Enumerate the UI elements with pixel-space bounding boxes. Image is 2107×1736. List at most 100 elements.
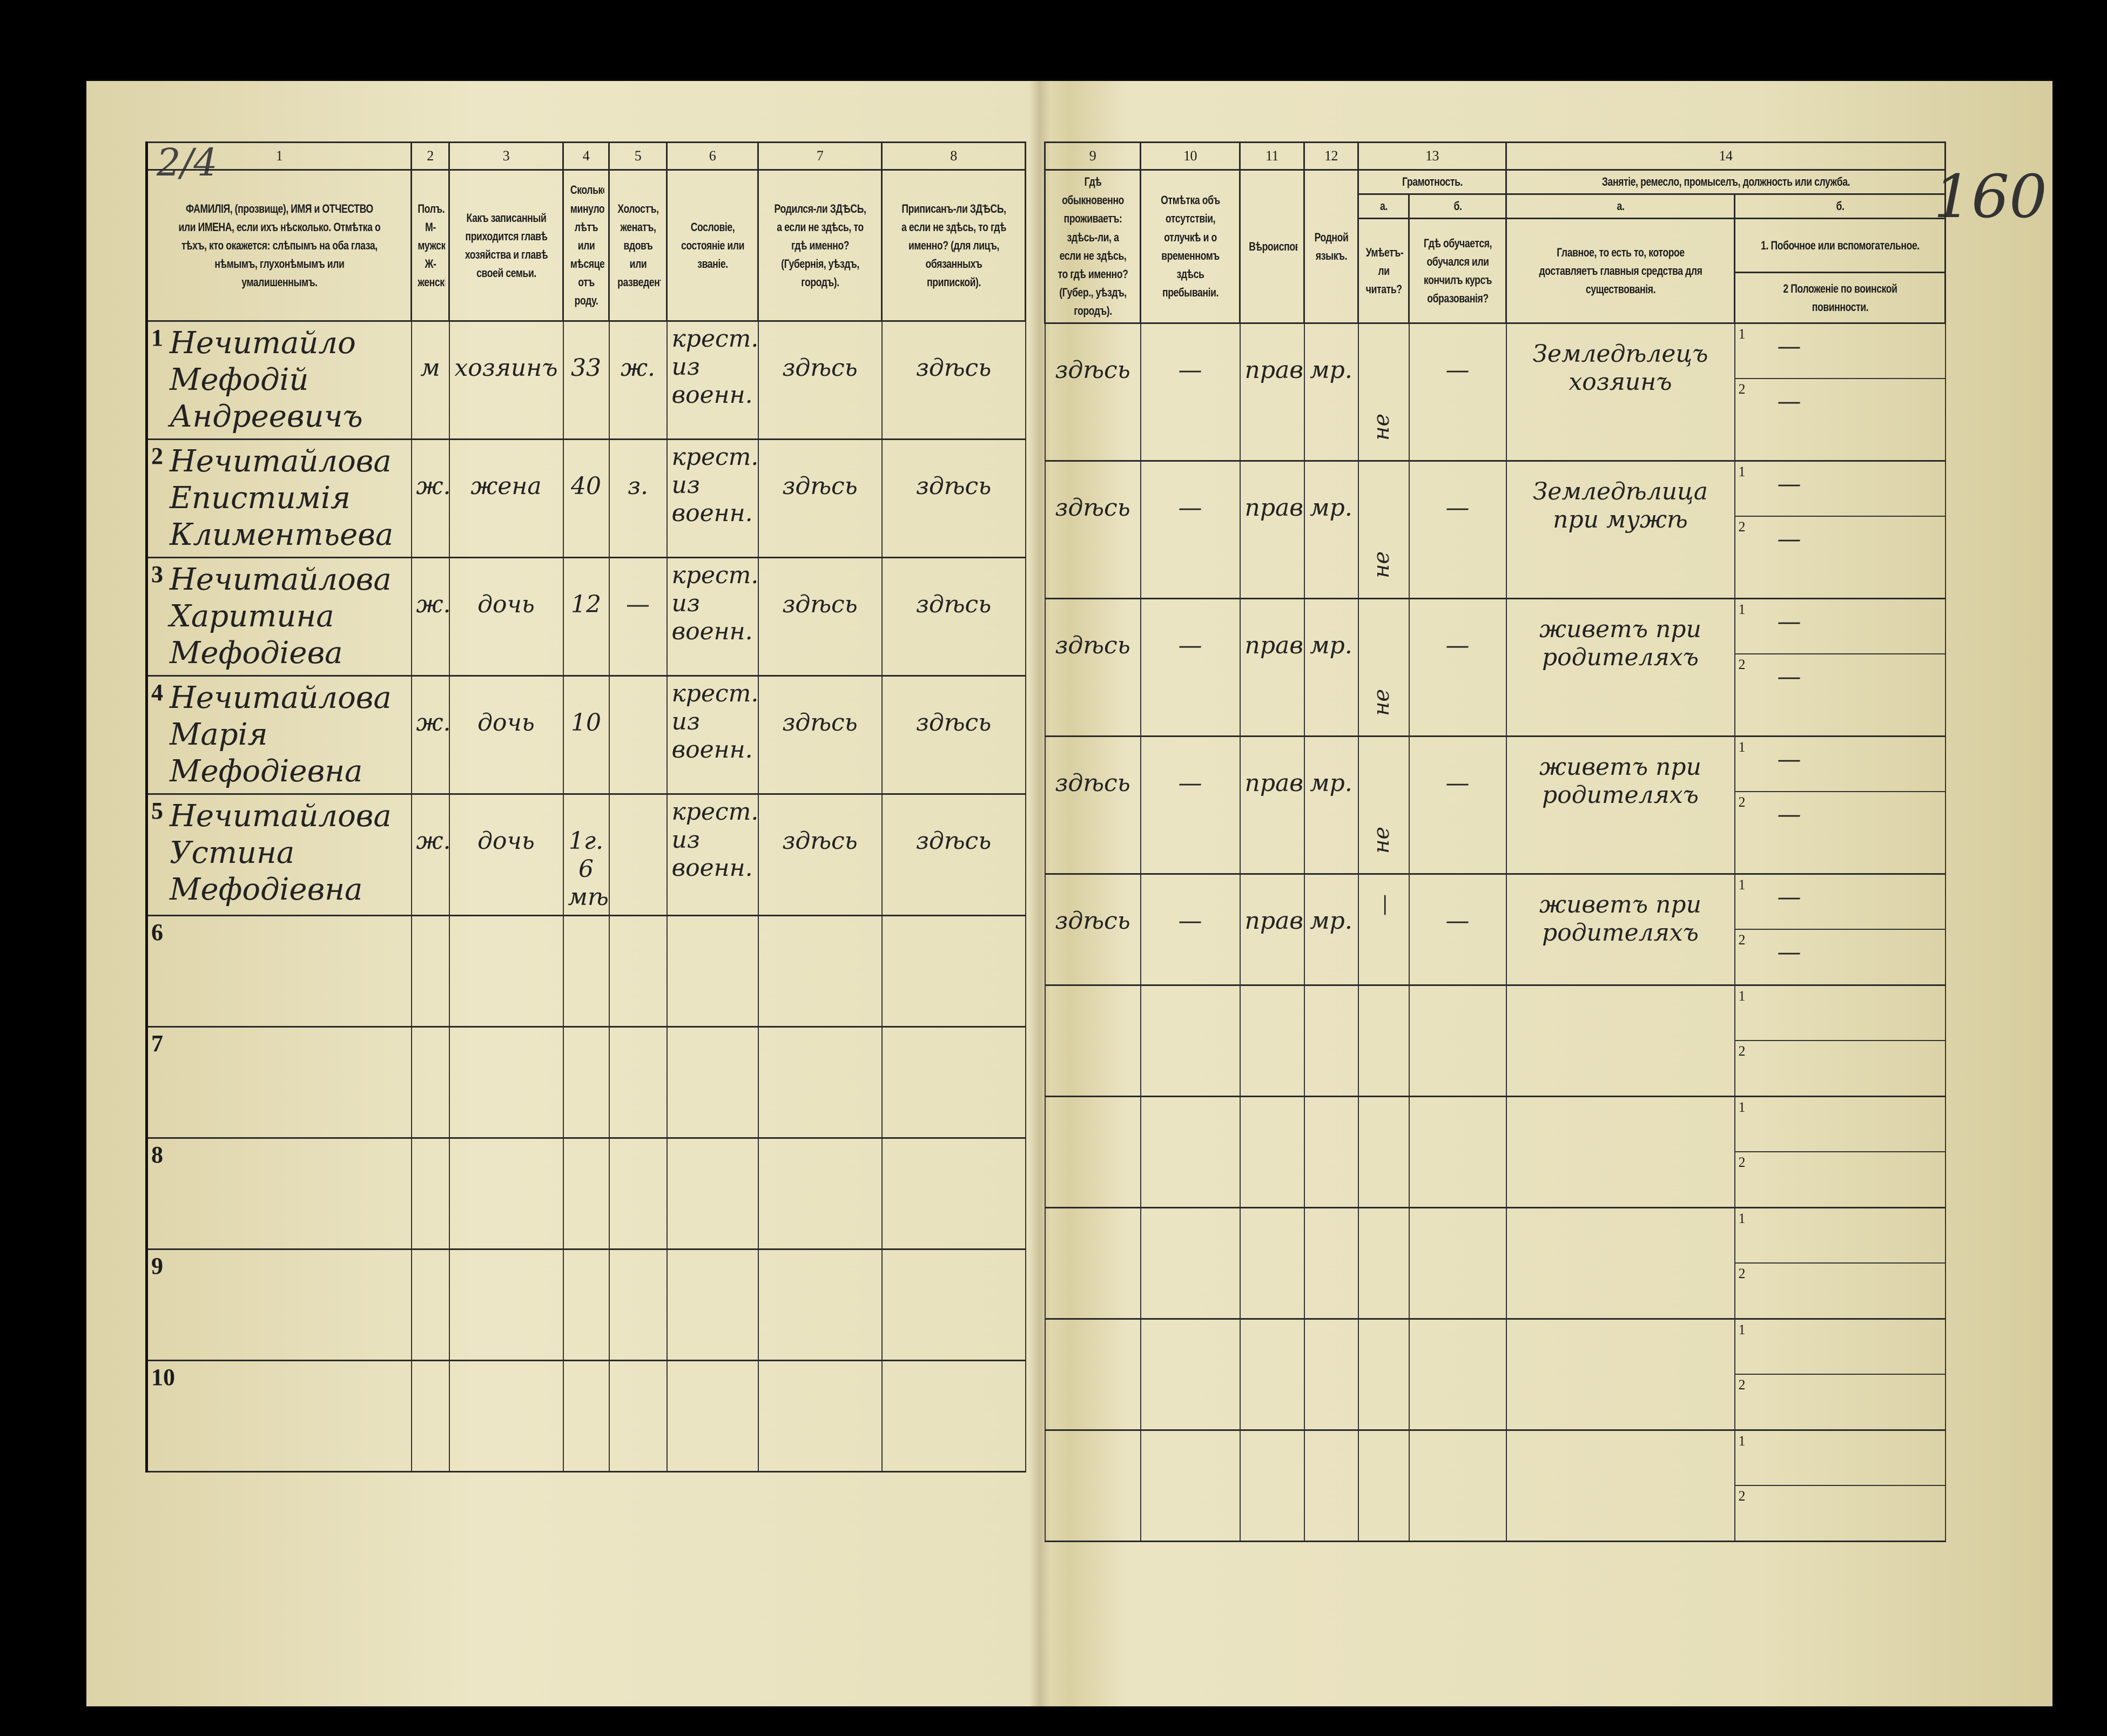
estate-cell: крест. из военн. bbox=[666, 557, 759, 677]
residence-cell bbox=[1044, 984, 1141, 1097]
estate-value bbox=[668, 1362, 757, 1368]
absence-cell: — bbox=[1140, 322, 1241, 462]
row-number: 1 bbox=[151, 325, 163, 352]
education-value bbox=[1410, 987, 1505, 1022]
estate-value: крест. из военн. bbox=[671, 680, 758, 764]
literacy-value bbox=[1379, 1002, 1388, 1009]
religion-cell bbox=[1239, 1095, 1305, 1208]
left-table-row: 7 bbox=[146, 1026, 1026, 1139]
relation-value bbox=[450, 1251, 562, 1286]
auxiliary-subrow: 2 bbox=[1736, 1375, 1944, 1429]
relation-cell bbox=[448, 915, 564, 1028]
auxiliary-subrow: 1— bbox=[1735, 600, 1944, 654]
auxiliary-subrow: 2— bbox=[1736, 654, 1944, 708]
header-occupation-a: а. bbox=[1528, 193, 1713, 220]
marital-cell: — bbox=[608, 557, 668, 677]
subrow-number: 1 bbox=[1738, 326, 1746, 342]
auxiliary-subrow: 1— bbox=[1735, 325, 1944, 380]
religion-cell bbox=[1239, 1318, 1305, 1431]
auxiliary-value: — bbox=[1777, 607, 1801, 636]
auxiliary-cell: 1—2— bbox=[1734, 597, 1946, 737]
subrow-number: 2 bbox=[1738, 794, 1746, 810]
estate-value bbox=[668, 1251, 757, 1257]
estate-value bbox=[668, 1029, 757, 1035]
right-page-table: 9 10 11 12 13 14 Гдѣ обыкновенно прожива… bbox=[1044, 141, 1946, 1542]
education-cell: — bbox=[1408, 597, 1507, 737]
literacy-value: не умѣетъ bbox=[1369, 618, 1409, 716]
education-value: — bbox=[1445, 769, 1470, 797]
subrow-number: 1 bbox=[1738, 876, 1746, 893]
language-value: мр. bbox=[1310, 907, 1352, 935]
registered-value: здѣсь bbox=[915, 827, 992, 855]
education-value bbox=[1410, 1320, 1505, 1355]
page-number: 160 bbox=[1934, 162, 2047, 231]
col11-number: 11 bbox=[1239, 141, 1305, 171]
header-absence: Отмѣтка объ отсутствіи, отлучкѣ и о врем… bbox=[1149, 169, 1231, 325]
estate-cell: крест. из военн. bbox=[666, 793, 759, 917]
residence-value bbox=[1046, 1098, 1140, 1133]
auxiliary-subrow: 1 bbox=[1735, 1098, 1944, 1152]
subrow-number: 2 bbox=[1738, 1488, 1746, 1504]
subrow-number: 2 bbox=[1738, 1376, 1746, 1393]
education-value: — bbox=[1445, 356, 1470, 384]
subrow-number: 1 bbox=[1738, 1321, 1746, 1338]
registered-value: здѣсь bbox=[915, 709, 992, 737]
header-literacy-b: б. bbox=[1418, 193, 1497, 220]
auxiliary-value: — bbox=[1777, 663, 1801, 691]
age-cell: 33 bbox=[562, 320, 610, 441]
auxiliary-value: — bbox=[1777, 333, 1801, 361]
registered-value: здѣсь bbox=[915, 591, 992, 619]
name-cell: 3 Нечитайлова Харитина Мефодіева bbox=[146, 557, 412, 677]
sex-value bbox=[413, 917, 448, 953]
education-cell bbox=[1408, 984, 1507, 1097]
registered-cell: здѣсь bbox=[881, 675, 1026, 795]
relation-cell: дочь bbox=[448, 793, 564, 917]
residence-value: здѣсь bbox=[1055, 631, 1130, 659]
sex-cell: м bbox=[410, 320, 450, 441]
language-value: мр. bbox=[1310, 631, 1352, 659]
marital-value: — bbox=[626, 591, 650, 619]
residence-cell: здѣсь bbox=[1044, 873, 1141, 986]
religion-cell: правосл. bbox=[1239, 597, 1305, 737]
education-value bbox=[1410, 1431, 1505, 1467]
education-value: — bbox=[1445, 494, 1470, 522]
sex-cell: ж. bbox=[410, 675, 450, 795]
education-value bbox=[1410, 1098, 1505, 1133]
auxiliary-value: — bbox=[1777, 470, 1801, 498]
religion-value bbox=[1241, 1431, 1303, 1467]
subrow-number: 1 bbox=[1738, 1433, 1746, 1449]
literacy-value bbox=[1379, 1113, 1388, 1120]
marital-cell: з. bbox=[608, 438, 668, 559]
language-cell: мр. bbox=[1303, 322, 1359, 462]
education-cell bbox=[1408, 1206, 1507, 1320]
born-cell: здѣсь bbox=[757, 793, 883, 917]
absence-value bbox=[1142, 987, 1239, 1022]
born-value: здѣсь bbox=[782, 709, 858, 737]
sex-value bbox=[413, 1362, 448, 1397]
registered-value: здѣсь bbox=[915, 354, 992, 382]
name-cell: 2 Нечитайлова Епистимія Климентьева bbox=[146, 438, 412, 559]
registered-value bbox=[883, 917, 1025, 953]
occupation-value bbox=[1507, 987, 1734, 1005]
marital-value bbox=[610, 1029, 666, 1064]
row-number: 3 bbox=[151, 561, 163, 588]
literacy-value bbox=[1379, 1336, 1388, 1342]
occupation-value bbox=[1507, 1320, 1734, 1339]
literacy-cell bbox=[1357, 1318, 1410, 1431]
occupation-value: живетъ при родителяхъ bbox=[1539, 615, 1701, 671]
person-name bbox=[148, 1362, 410, 1368]
residence-cell bbox=[1044, 1095, 1141, 1208]
auxiliary-subrow: 1 bbox=[1735, 1209, 1944, 1264]
religion-value: правосл. bbox=[1244, 631, 1303, 659]
sex-cell: ж. bbox=[410, 438, 450, 559]
age-cell bbox=[562, 915, 610, 1028]
relation-value bbox=[450, 917, 562, 953]
header-literacy-a: а. bbox=[1362, 193, 1405, 220]
religion-value: правосл. bbox=[1244, 907, 1303, 935]
estate-cell bbox=[666, 1026, 759, 1139]
registered-cell: здѣсь bbox=[881, 320, 1026, 441]
person-name bbox=[148, 1029, 410, 1035]
sex-value: ж. bbox=[416, 591, 449, 619]
left-table-row: 2 Нечитайлова Епистимія Климентьева ж. жена… bbox=[146, 438, 1026, 559]
